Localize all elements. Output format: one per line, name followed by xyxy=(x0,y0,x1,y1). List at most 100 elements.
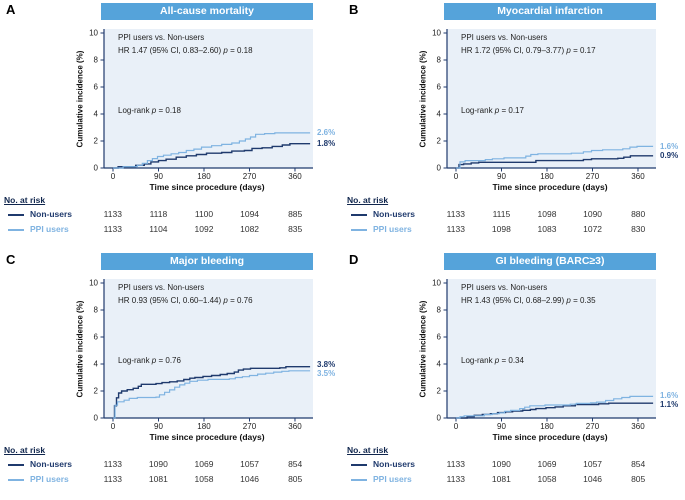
annotation-block: PPI users vs. Non-users HR 0.93 (95% CI,… xyxy=(118,281,253,307)
at-risk-row-ppi-users: PPI users 1133 1098 1083 1072 830 xyxy=(343,224,685,237)
svg-text:6: 6 xyxy=(94,83,99,92)
non-users-line-swatch xyxy=(8,214,24,216)
at-risk-row-non-users: Non-users 1133 1090 1069 1057 854 xyxy=(0,459,342,472)
at-risk-count: 1081 xyxy=(148,474,168,484)
svg-text:10: 10 xyxy=(89,29,98,38)
at-risk-count: 1133 xyxy=(446,474,465,484)
at-risk-count: 1133 xyxy=(103,459,122,469)
at-risk-count: 1098 xyxy=(491,224,511,234)
svg-text:0: 0 xyxy=(94,164,99,173)
x-axis-label: Time since procedure (days) xyxy=(492,432,608,442)
ppi-users-label: PPI users xyxy=(373,224,412,234)
svg-text:2: 2 xyxy=(437,387,442,396)
at-risk-count: 1058 xyxy=(194,474,214,484)
at-risk-header: No. at risk xyxy=(347,445,389,455)
at-risk-values-ppi-users: 1133 1081 1058 1046 805 xyxy=(90,474,318,484)
svg-text:270: 270 xyxy=(243,172,257,181)
ppi-users-line-swatch xyxy=(351,229,367,231)
at-risk-count: 1081 xyxy=(491,474,511,484)
at-risk-count: 1092 xyxy=(194,224,214,234)
at-risk-values-ppi-users: 1133 1098 1083 1072 830 xyxy=(433,224,661,234)
comparison-text: PPI users vs. Non-users xyxy=(461,283,548,292)
at-risk-count: 1100 xyxy=(194,209,214,219)
at-risk-count: 1072 xyxy=(583,224,603,234)
at-risk-count: 1057 xyxy=(583,459,603,469)
at-risk-count: 1118 xyxy=(149,209,168,219)
at-risk-count: 1057 xyxy=(240,459,260,469)
svg-text:4: 4 xyxy=(94,110,99,119)
svg-text:180: 180 xyxy=(197,422,211,431)
svg-text:270: 270 xyxy=(586,172,600,181)
end-label-ppi-users: 3.5% xyxy=(317,368,336,378)
panel-letter: B xyxy=(349,2,359,17)
svg-text:2: 2 xyxy=(94,137,99,146)
hr-text: HR 1.43 (95% CI, 0.68–2.99) p = 0.35 xyxy=(461,296,596,305)
hr-text: HR 1.72 (95% CI, 0.79–3.77) p = 0.17 xyxy=(461,46,596,55)
at-risk-count: 1082 xyxy=(240,224,260,234)
panel-d-gi-bleeding: D GI bleeding (BARC≥3) Cumulative incide… xyxy=(343,250,685,500)
x-axis-label: Time since procedure (days) xyxy=(492,182,608,192)
svg-text:360: 360 xyxy=(288,422,302,431)
at-risk-count: 1104 xyxy=(149,224,168,234)
svg-text:10: 10 xyxy=(432,279,441,288)
svg-text:0: 0 xyxy=(111,172,116,181)
hr-text: HR 0.93 (95% CI, 0.60–1.44) p = 0.76 xyxy=(118,296,253,305)
hr-text: HR 1.47 (95% CI, 0.83–2.60) p = 0.18 xyxy=(118,46,253,55)
logrank-text: Log-rank p = 0.76 xyxy=(118,356,181,365)
at-risk-count: 1090 xyxy=(491,459,511,469)
svg-text:180: 180 xyxy=(197,172,211,181)
ppi-users-label: PPI users xyxy=(30,224,69,234)
svg-text:90: 90 xyxy=(497,172,506,181)
svg-text:360: 360 xyxy=(631,422,645,431)
panel-title-bar: Myocardial infarction xyxy=(444,3,656,20)
at-risk-row-non-users: Non-users 1133 1118 1100 1094 885 xyxy=(0,209,342,222)
at-risk-count: 1133 xyxy=(103,224,122,234)
svg-text:360: 360 xyxy=(288,172,302,181)
at-risk-values-ppi-users: 1133 1081 1058 1046 805 xyxy=(433,474,661,484)
end-label-ppi-users: 2.6% xyxy=(317,128,336,138)
at-risk-header: No. at risk xyxy=(347,195,389,205)
at-risk-count: 1069 xyxy=(537,459,557,469)
comparison-text: PPI users vs. Non-users xyxy=(118,33,205,42)
at-risk-count: 854 xyxy=(631,459,646,469)
panel-letter: D xyxy=(349,252,359,267)
at-risk-values-ppi-users: 1133 1104 1092 1082 835 xyxy=(90,224,318,234)
svg-text:6: 6 xyxy=(437,333,442,342)
non-users-label: Non-users xyxy=(373,209,416,219)
svg-text:0: 0 xyxy=(111,422,116,431)
at-risk-values-non-users: 1133 1090 1069 1057 854 xyxy=(433,459,661,469)
svg-text:4: 4 xyxy=(437,110,442,119)
at-risk-count: 1046 xyxy=(583,474,603,484)
ppi-users-line-swatch xyxy=(8,479,24,481)
logrank-text: Log-rank p = 0.18 xyxy=(118,106,181,115)
end-label-ppi-users: 1.6% xyxy=(660,390,679,400)
non-users-label: Non-users xyxy=(30,459,73,469)
at-risk-row-ppi-users: PPI users 1133 1081 1058 1046 805 xyxy=(0,474,342,487)
svg-text:270: 270 xyxy=(243,422,257,431)
at-risk-row-non-users: Non-users 1133 1090 1069 1057 854 xyxy=(343,459,685,472)
comparison-text: PPI users vs. Non-users xyxy=(461,33,548,42)
svg-text:2: 2 xyxy=(94,387,99,396)
at-risk-header: No. at risk xyxy=(4,195,46,205)
svg-text:0: 0 xyxy=(437,164,442,173)
km-plot: 0 2 4 6 8 10 0 90 180 270 360 xyxy=(89,279,313,431)
panel-c-major-bleeding: C Major bleeding Cumulative incidence (%… xyxy=(0,250,342,500)
at-risk-count: 1133 xyxy=(446,209,465,219)
ppi-users-line-swatch xyxy=(351,479,367,481)
end-label-non-users: 3.8% xyxy=(317,359,336,369)
at-risk-count: 1133 xyxy=(103,474,122,484)
ppi-users-label: PPI users xyxy=(30,474,69,484)
at-risk-count: 854 xyxy=(288,459,303,469)
km-plot: 0 2 4 6 8 10 0 90 180 270 360 xyxy=(432,279,656,431)
svg-text:0: 0 xyxy=(437,414,442,423)
annotation-block: PPI users vs. Non-users HR 1.43 (95% CI,… xyxy=(461,281,596,307)
at-risk-count: 830 xyxy=(631,224,646,234)
svg-text:0: 0 xyxy=(454,172,459,181)
ppi-users-line-swatch xyxy=(8,229,24,231)
at-risk-values-non-users: 1133 1090 1069 1057 854 xyxy=(90,459,318,469)
svg-text:180: 180 xyxy=(540,172,554,181)
km-plot: 0 2 4 6 8 10 0 90 180 270 360 xyxy=(89,29,313,181)
at-risk-count: 1094 xyxy=(240,209,260,219)
end-label-non-users: 1.1% xyxy=(660,400,679,409)
